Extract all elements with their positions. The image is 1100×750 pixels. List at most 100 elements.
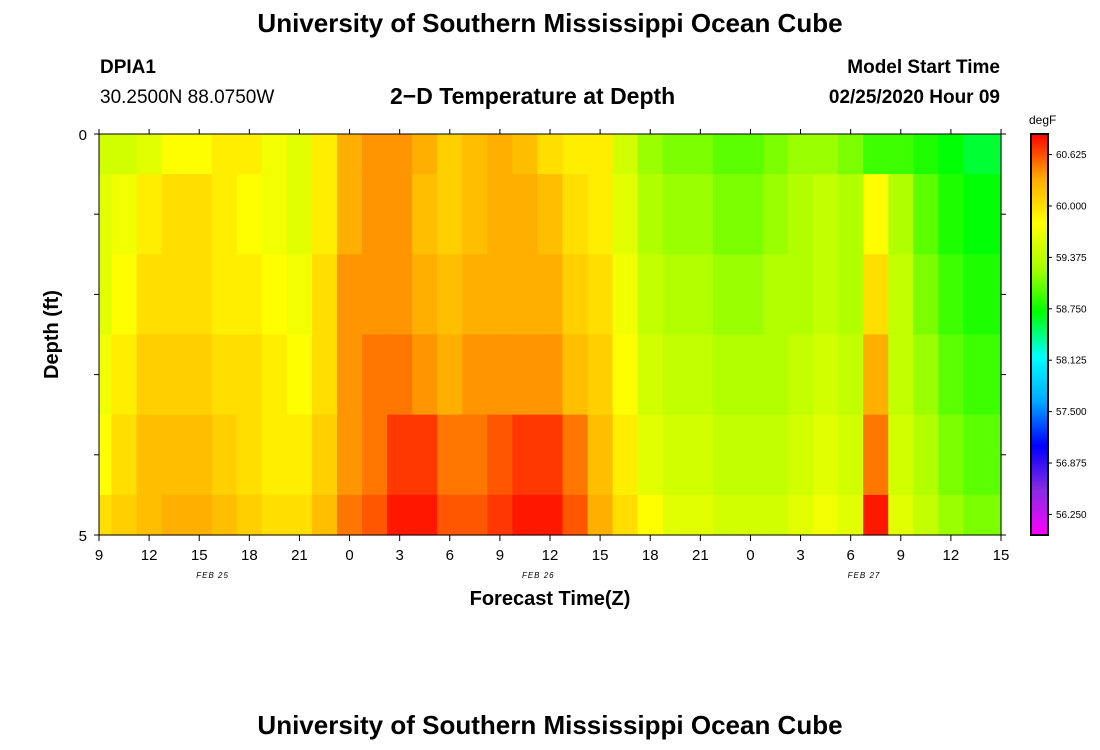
colorbar-tick-label: 57.500 <box>1056 407 1087 418</box>
heatmap-cell <box>762 134 789 175</box>
heatmap-cell <box>337 414 363 496</box>
heatmap-cell <box>788 494 814 536</box>
x-axis-title: Forecast Time(Z) <box>470 588 631 610</box>
heatmap-cell <box>462 174 488 255</box>
heatmap-cell <box>562 414 589 496</box>
heatmap-cell <box>587 334 614 416</box>
heatmap-cell <box>938 414 965 496</box>
heatmap-cell <box>888 174 914 255</box>
heatmap-cell <box>111 414 138 496</box>
colorbar-tick-label: 60.625 <box>1056 150 1087 161</box>
heatmap-cell <box>888 414 914 496</box>
heatmap-cell <box>938 494 965 536</box>
heatmap-cell <box>788 254 814 336</box>
heatmap-cell <box>412 134 438 175</box>
heatmap-cell <box>311 134 338 175</box>
heatmap-cell <box>813 334 839 416</box>
footer-title: University of Southern Mississippi Ocean… <box>257 710 843 740</box>
heatmap-cell <box>487 334 514 416</box>
colorbar-tick-label: 56.875 <box>1056 459 1087 470</box>
y-axis-title: Depth (ft) <box>41 290 63 379</box>
heatmap-cell <box>99 334 113 416</box>
heatmap-cell <box>788 134 814 175</box>
heatmap-cell <box>913 254 939 336</box>
heatmap-cell <box>612 334 639 416</box>
heatmap-cell <box>863 494 889 536</box>
heatmap-cell <box>337 494 363 536</box>
heatmap-cell <box>813 494 839 536</box>
heatmap-cell <box>412 414 438 496</box>
colorbar-tick-label: 58.125 <box>1056 356 1087 367</box>
heatmap-cell <box>687 494 714 536</box>
heatmap-cell <box>888 334 914 416</box>
heatmap-cell <box>863 414 889 496</box>
heatmap-cell <box>938 134 965 175</box>
x-tick-label: 15 <box>592 547 609 564</box>
heatmap-cell <box>362 174 388 255</box>
heatmap-cell <box>913 334 939 416</box>
heatmap-cell <box>813 134 839 175</box>
heatmap-cell <box>537 494 564 536</box>
heatmap-cell <box>587 414 614 496</box>
heatmap-cell <box>236 254 263 336</box>
heatmap-cells <box>99 134 1002 536</box>
heatmap-cell <box>261 494 288 536</box>
heatmap-cell <box>637 134 664 175</box>
heatmap-cell <box>913 414 939 496</box>
heatmap-cell <box>687 414 714 496</box>
heatmap-cell <box>261 134 288 175</box>
heatmap-cell <box>712 414 739 496</box>
heatmap-cell <box>737 494 764 536</box>
x-tick-label: 0 <box>345 547 353 564</box>
heatmap-cell <box>963 414 1002 496</box>
heatmap-cell <box>337 334 363 416</box>
heatmap-cell <box>337 174 363 255</box>
heatmap-cell <box>512 174 539 255</box>
heatmap-cell <box>938 254 965 336</box>
x-tick-label: 6 <box>846 547 854 564</box>
heatmap-cell <box>888 494 914 536</box>
heatmap-cell <box>437 174 463 255</box>
heatmap-cell <box>587 174 614 255</box>
heatmap-cell <box>211 494 238 536</box>
heatmap-cell <box>838 174 864 255</box>
heatmap-cell <box>362 254 388 336</box>
heatmap-cell <box>838 254 864 336</box>
heatmap-cell <box>186 174 213 255</box>
heatmap-cell <box>387 134 413 175</box>
heatmap-cell <box>612 174 639 255</box>
x-tick-label: 0 <box>746 547 754 564</box>
model-start-label: Model Start Time <box>847 57 1000 78</box>
colorbar-axis: 60.625 60.000 59.375 58.750 58.125 57.500 56.8… <box>1048 150 1087 521</box>
heatmap-cell <box>136 174 163 255</box>
heatmap-cell <box>362 334 388 416</box>
heatmap-cell <box>762 414 789 496</box>
heatmap-cell <box>863 134 889 175</box>
heatmap-cell <box>813 414 839 496</box>
x-axis: 9 12 15 18 21 0 3 6 9 12 15 18 21 0 3 6 9 12 15 FEB 25 FEB 2… <box>95 129 1009 580</box>
heatmap-cell <box>136 494 163 536</box>
heatmap-cell <box>737 254 764 336</box>
heatmap-cell <box>637 334 664 416</box>
heatmap-cell <box>637 494 664 536</box>
heatmap-cell <box>562 254 589 336</box>
heatmap-cell <box>612 414 639 496</box>
x-tick-label: 12 <box>141 547 158 564</box>
heatmap-cell <box>136 414 163 496</box>
heatmap-cell <box>161 414 188 496</box>
heatmap-cell <box>412 174 438 255</box>
heatmap-cell <box>286 134 313 175</box>
station-id: DPIA1 <box>100 57 156 78</box>
heatmap-cell <box>762 494 789 536</box>
heatmap-cell <box>913 494 939 536</box>
heatmap-cell <box>261 254 288 336</box>
heatmap-cell <box>337 134 363 175</box>
heatmap-cell <box>211 254 238 336</box>
heatmap-cell <box>136 254 163 336</box>
heatmap-cell <box>462 414 488 496</box>
colorbar-tick-label: 56.250 <box>1056 510 1087 521</box>
heatmap-cell <box>462 134 488 175</box>
heatmap-cell <box>186 254 213 336</box>
heatmap-cell <box>587 254 614 336</box>
y-axis: 05 <box>79 127 1006 545</box>
